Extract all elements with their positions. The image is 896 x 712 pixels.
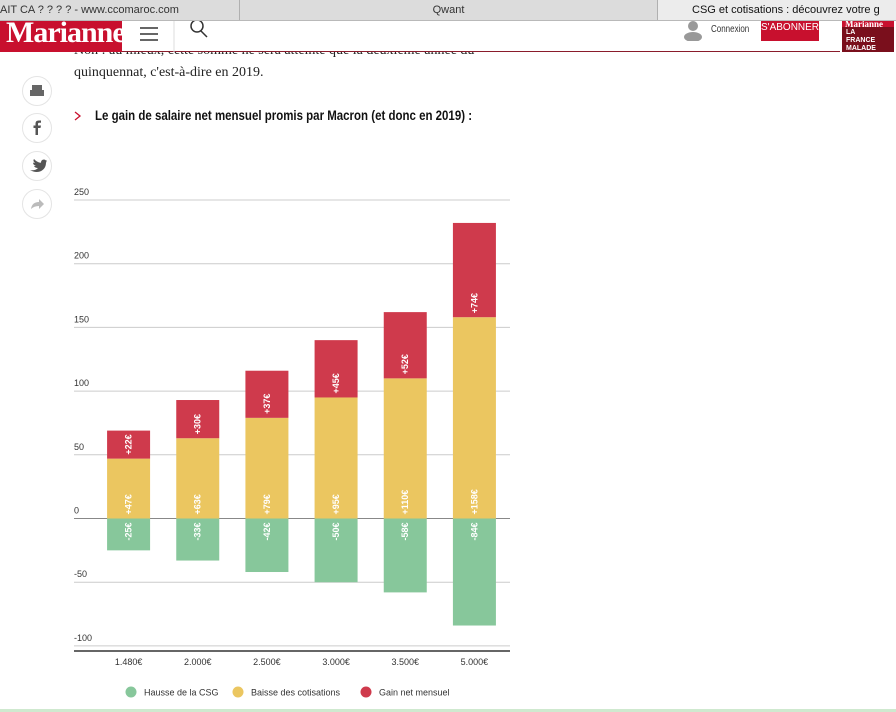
x-tick-label: 1.480€ (115, 657, 143, 667)
y-tick-label: -50 (74, 569, 87, 579)
value-label: -42€ (262, 523, 272, 541)
header-icons (140, 21, 208, 52)
chart-heading: Le gain de salaire net mensuel promis pa… (95, 107, 473, 123)
twitter-icon (30, 159, 47, 172)
bar-segment (383, 518, 427, 593)
bar-segment (452, 317, 496, 519)
y-tick-label: 150 (74, 314, 89, 324)
menu-icon[interactable] (140, 27, 158, 41)
subscribe-button[interactable]: S'ABONNER (761, 21, 819, 41)
logo[interactable]: Marianne (0, 21, 122, 52)
value-label: +79€ (262, 494, 272, 514)
value-label: -33€ (193, 523, 203, 541)
value-label: +52€ (400, 354, 410, 374)
bar-segment (383, 312, 427, 379)
y-tick-label: 200 (74, 251, 89, 261)
tab[interactable]: AIT CA ? ? ? ? - www.ccomaroc.com (0, 0, 240, 20)
y-tick-label: 250 (74, 187, 89, 197)
browser-tabs: AIT CA ? ? ? ? - www.ccomaroc.com Qwant … (0, 0, 896, 21)
y-tick-label: 100 (74, 378, 89, 388)
bar-segment (176, 438, 220, 519)
heading-marker (74, 111, 82, 121)
value-label: -25€ (124, 523, 134, 541)
tab[interactable]: CSG et cotisations : découvrez votre g (658, 0, 896, 20)
legend-swatch (360, 686, 372, 698)
bar-segment (176, 400, 220, 439)
bar-segment (452, 518, 496, 626)
bar-segment (383, 378, 427, 519)
twitter-button[interactable] (22, 151, 52, 181)
print-icon (30, 85, 44, 96)
value-label: -50€ (331, 523, 341, 541)
value-label: +95€ (331, 494, 341, 514)
bar-segment (107, 430, 151, 459)
share-button[interactable] (22, 189, 52, 219)
bar-segment (176, 518, 220, 561)
facebook-icon (33, 120, 41, 135)
bar-segment (452, 222, 496, 318)
bar-segment (314, 518, 358, 583)
search-icon[interactable] (190, 21, 208, 38)
bar-segment (245, 518, 289, 573)
value-label: +63€ (193, 494, 203, 514)
share-icon (31, 199, 44, 209)
y-tick-label: 0 (74, 506, 79, 516)
x-tick-label: 5.000€ (461, 657, 489, 667)
legend-label: Baisse des cotisations (251, 688, 341, 698)
legend-swatch (232, 686, 244, 698)
value-label: +45€ (331, 373, 341, 393)
login-link[interactable]: Connexion (711, 24, 750, 35)
user-icon[interactable] (682, 21, 706, 41)
value-label: +22€ (124, 434, 134, 454)
value-label: +37€ (262, 394, 272, 414)
value-label: -84€ (469, 523, 479, 541)
y-tick-label: -100 (74, 633, 92, 643)
bar-segment (107, 518, 151, 551)
legend-label: Gain net mensuel (379, 688, 450, 698)
x-tick-label: 3.500€ (391, 657, 419, 667)
value-label: -58€ (400, 523, 410, 541)
print-button[interactable] (22, 76, 52, 106)
bar-segment (107, 458, 151, 519)
value-label: +74€ (469, 293, 479, 313)
y-tick-label: 50 (74, 442, 84, 452)
magazine-title: Marianne (842, 21, 894, 27)
x-tick-label: 2.500€ (253, 657, 281, 667)
magazine-cover[interactable]: Marianne LA FRANCE MALADE DE (842, 21, 894, 52)
bar-segment (314, 340, 358, 398)
bar-segment (245, 417, 289, 519)
value-label: +158€ (469, 489, 479, 514)
facebook-button[interactable] (22, 113, 52, 143)
tab[interactable]: Qwant (240, 0, 658, 20)
value-label: +47€ (124, 494, 134, 514)
bar-segment (245, 370, 289, 418)
legend-swatch (125, 686, 137, 698)
value-label: +30€ (193, 414, 203, 434)
bar-segment (314, 397, 358, 519)
site-header: Marianne Connexion S'ABONNER (0, 21, 840, 52)
value-label: +110€ (400, 490, 410, 515)
x-tick-label: 2.000€ (184, 657, 212, 667)
legend-label: Hausse de la CSG (144, 688, 219, 698)
magazine-subtitle: LA FRANCE MALADE DE (846, 29, 876, 52)
status-strip (0, 709, 896, 712)
x-tick-label: 3.000€ (322, 657, 350, 667)
